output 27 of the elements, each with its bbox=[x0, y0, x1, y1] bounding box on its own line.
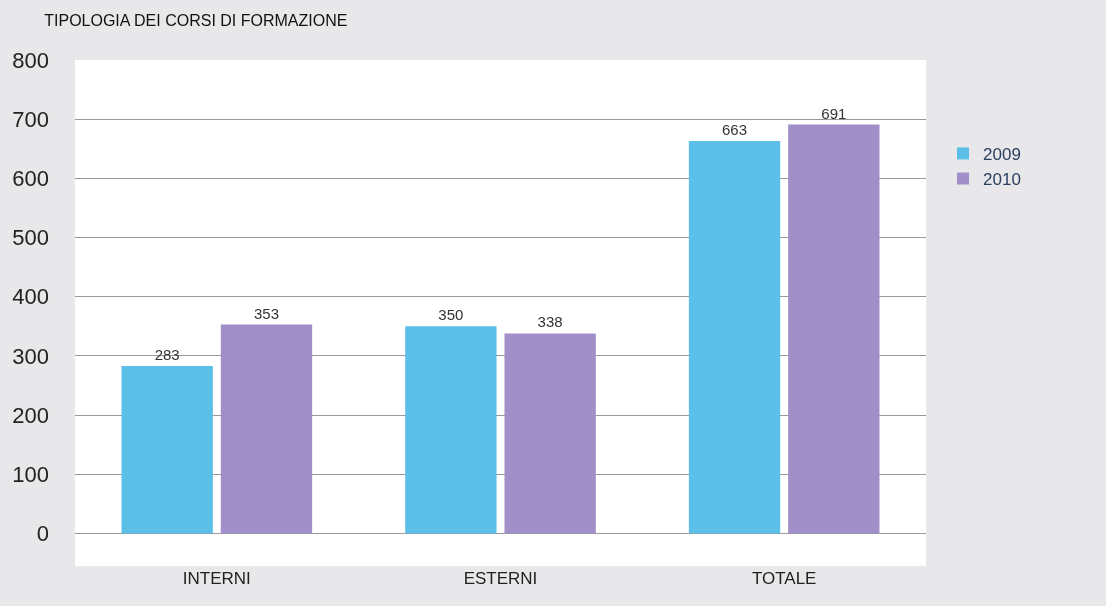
y-tick-label: 700 bbox=[12, 106, 49, 132]
bar bbox=[504, 333, 596, 534]
y-tick-label: 100 bbox=[12, 461, 49, 487]
y-tick-label: 800 bbox=[12, 47, 49, 73]
bar bbox=[220, 324, 313, 534]
y-tick-label: 400 bbox=[12, 284, 49, 310]
bar bbox=[788, 124, 880, 534]
legend-label: 2009 bbox=[983, 145, 1021, 165]
y-tick-label: 300 bbox=[12, 343, 49, 369]
chart-title: TIPOLOGIA DEI CORSI DI FORMAZIONE bbox=[44, 12, 348, 30]
data-label: 350 bbox=[438, 306, 464, 324]
data-label: 353 bbox=[253, 304, 279, 322]
data-label: 663 bbox=[722, 121, 748, 139]
x-tick-label: ESTERNI bbox=[463, 569, 538, 588]
data-label: 338 bbox=[537, 313, 563, 331]
y-tick-label: 500 bbox=[12, 225, 49, 251]
y-tick-label: 0 bbox=[36, 521, 49, 547]
data-label: 691 bbox=[821, 104, 847, 122]
bar bbox=[405, 326, 497, 534]
data-label: 283 bbox=[154, 345, 180, 363]
bar bbox=[688, 141, 781, 534]
y-tick-label: 600 bbox=[12, 166, 49, 192]
x-tick-label: TOTALE bbox=[751, 569, 817, 588]
y-tick-label: 200 bbox=[12, 402, 49, 428]
x-tick-label: INTERNI bbox=[182, 569, 251, 588]
bar bbox=[121, 365, 213, 534]
legend-label: 2010 bbox=[983, 170, 1021, 190]
